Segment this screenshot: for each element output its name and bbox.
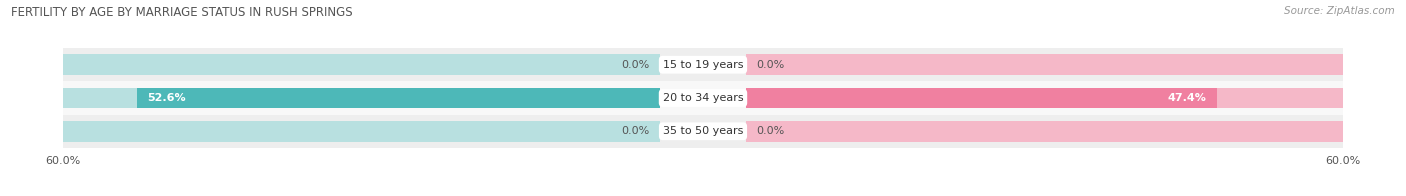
Bar <box>63 88 661 108</box>
Text: 47.4%: 47.4% <box>1168 93 1206 103</box>
Text: 52.6%: 52.6% <box>148 93 186 103</box>
Text: 0.0%: 0.0% <box>621 60 650 70</box>
Text: 0.0%: 0.0% <box>756 126 785 136</box>
Bar <box>745 121 1343 142</box>
Text: 15 to 19 years: 15 to 19 years <box>662 60 744 70</box>
Bar <box>63 115 1343 148</box>
Text: 35 to 50 years: 35 to 50 years <box>662 126 744 136</box>
Text: 0.0%: 0.0% <box>756 60 785 70</box>
Bar <box>745 88 1343 108</box>
Bar <box>63 81 1343 115</box>
Text: Source: ZipAtlas.com: Source: ZipAtlas.com <box>1284 6 1395 16</box>
Bar <box>63 121 661 142</box>
Text: FERTILITY BY AGE BY MARRIAGE STATUS IN RUSH SPRINGS: FERTILITY BY AGE BY MARRIAGE STATUS IN R… <box>11 6 353 19</box>
Text: 20 to 34 years: 20 to 34 years <box>662 93 744 103</box>
Bar <box>63 48 1343 81</box>
Bar <box>745 88 1218 108</box>
Bar <box>136 88 661 108</box>
Text: 0.0%: 0.0% <box>621 126 650 136</box>
Bar <box>745 54 1343 75</box>
Bar <box>63 54 661 75</box>
